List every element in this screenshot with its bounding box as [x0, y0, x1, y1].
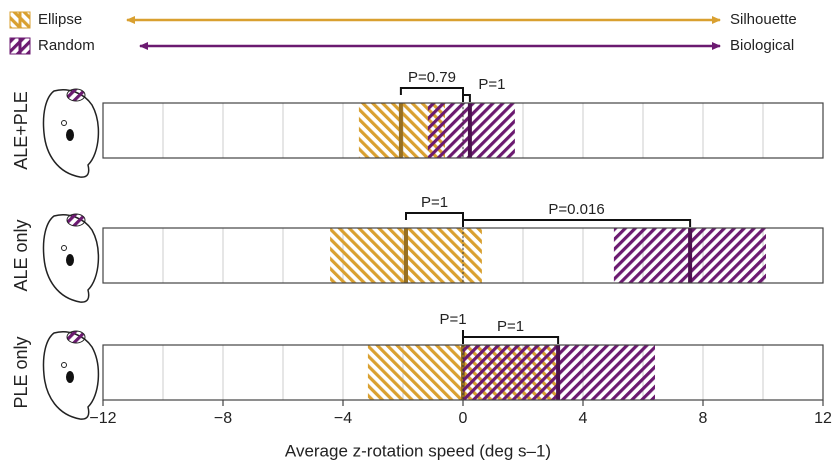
p-value-label: P=1	[478, 76, 505, 93]
x-tick-label: −12	[89, 410, 116, 427]
panel-label: PLE only	[11, 336, 31, 408]
legend-arrow-label: Silhouette	[730, 11, 797, 28]
x-axis-label: Average z-rotation speed (deg s–1)	[285, 441, 551, 460]
panel-label: ALE+PLE	[11, 91, 31, 170]
p-value-label: P=0.79	[408, 69, 456, 86]
animal-head-icon	[43, 89, 98, 177]
panel-label: ALE only	[11, 219, 31, 291]
p-value-label: P=1	[439, 311, 466, 328]
p-value-label: P=1	[497, 318, 524, 335]
p-value-label: P=1	[421, 194, 448, 211]
x-tick-label: 12	[814, 410, 832, 427]
legend-arrow-label: Biological	[730, 37, 794, 54]
animal-head-icon	[43, 331, 98, 419]
chart: Average z-rotation speed (deg s–1) Ellip…	[0, 0, 835, 463]
legend-label: Random	[38, 37, 95, 54]
significance-bracket	[463, 95, 470, 102]
significance-bracket	[406, 213, 463, 220]
x-tick-label: 0	[459, 410, 468, 427]
x-tick-label: −8	[214, 410, 232, 427]
x-tick-label: −4	[334, 410, 352, 427]
significance-bracket	[463, 220, 690, 227]
legend-label: Ellipse	[38, 11, 82, 28]
animal-head-icon	[43, 214, 98, 302]
significance-bracket	[463, 337, 558, 344]
x-tick-label: 4	[579, 410, 588, 427]
significance-bracket	[401, 88, 463, 95]
p-value-label: P=0.016	[548, 201, 604, 218]
x-tick-label: 8	[699, 410, 708, 427]
